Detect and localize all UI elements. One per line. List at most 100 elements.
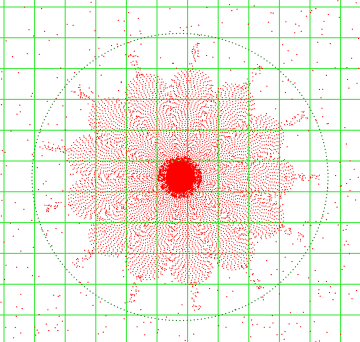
cloud-point xyxy=(239,140,241,142)
cloud-point xyxy=(129,118,131,120)
cloud-point xyxy=(141,207,143,209)
cloud-point xyxy=(125,118,127,120)
cloud-point xyxy=(146,158,149,160)
boundary-dot xyxy=(42,122,44,124)
cloud-point xyxy=(167,199,169,201)
cloud-point xyxy=(179,220,181,222)
cloud-point xyxy=(167,107,169,109)
cloud-point xyxy=(173,210,175,212)
cloud-point xyxy=(118,179,120,181)
cloud-point xyxy=(244,205,246,207)
cloud-point xyxy=(149,232,151,234)
cloud-point xyxy=(209,121,211,123)
cloud-point xyxy=(94,182,97,184)
cloud-point xyxy=(204,240,206,242)
cloud-point xyxy=(230,235,232,237)
cloud-point xyxy=(156,122,158,124)
cloud-point xyxy=(218,188,220,190)
cloud-point xyxy=(119,167,122,169)
cloud-point xyxy=(160,132,162,134)
cloud-point xyxy=(227,108,229,110)
cloud-point xyxy=(200,210,202,212)
cloud-point xyxy=(206,148,208,150)
boundary-dot xyxy=(130,311,132,313)
cloud-point xyxy=(198,251,200,253)
cloud-point xyxy=(114,137,116,139)
boundary-dot xyxy=(294,266,296,268)
cloud-point xyxy=(132,212,134,215)
cloud-point xyxy=(186,139,188,141)
cloud-point xyxy=(142,170,144,172)
cloud-point xyxy=(142,184,144,186)
cloud-point xyxy=(118,114,120,116)
cloud-point xyxy=(209,211,211,213)
cloud-point xyxy=(117,221,119,224)
cloud-point xyxy=(221,203,223,205)
cloud-point xyxy=(134,151,136,153)
cloud-point xyxy=(199,107,201,110)
cloud-point xyxy=(165,238,167,240)
cloud-point xyxy=(103,200,105,202)
cloud-point xyxy=(104,174,106,176)
cloud-point xyxy=(176,243,178,245)
cloud-point xyxy=(251,140,253,142)
cloud-point xyxy=(241,191,244,193)
cloud-point xyxy=(94,146,96,148)
cloud-point xyxy=(240,151,243,153)
cloud-point xyxy=(112,234,114,236)
cloud-point xyxy=(242,154,244,156)
cloud-point xyxy=(218,126,220,128)
cloud-point xyxy=(236,160,238,162)
cloud-point xyxy=(272,178,274,180)
cloud-point xyxy=(123,126,125,128)
cloud-point xyxy=(105,202,107,205)
cloud-point xyxy=(164,229,166,231)
cloud-point xyxy=(229,104,231,107)
cloud-point xyxy=(197,190,200,192)
cloud-point xyxy=(189,209,191,211)
cloud-point xyxy=(154,206,156,208)
cloud-point xyxy=(128,155,130,157)
cloud-point xyxy=(221,151,223,153)
cloud-point xyxy=(218,165,220,167)
cloud-point xyxy=(138,103,140,105)
cloud-point xyxy=(234,166,236,168)
boundary-dot xyxy=(241,46,243,48)
cloud-point xyxy=(209,231,211,233)
cloud-point xyxy=(201,239,203,241)
cloud-point xyxy=(115,189,117,191)
cloud-point xyxy=(252,169,254,171)
cloud-point xyxy=(187,225,189,227)
cloud-point xyxy=(165,140,168,143)
cloud-point xyxy=(215,170,217,172)
cloud-point xyxy=(225,118,227,120)
cloud-point xyxy=(121,115,123,117)
cloud-point xyxy=(173,199,175,201)
cloud-point xyxy=(203,125,205,127)
cloud-point xyxy=(232,112,234,114)
cloud-point xyxy=(165,184,167,186)
cloud-point xyxy=(230,244,232,246)
cloud-point xyxy=(211,235,213,237)
cloud-point xyxy=(226,136,228,138)
cloud-point xyxy=(257,171,259,173)
cloud-point xyxy=(157,225,159,228)
cloud-point xyxy=(204,213,206,215)
cloud-point xyxy=(224,201,226,204)
cloud-point xyxy=(107,182,109,184)
cloud-point xyxy=(164,127,166,129)
cloud-point xyxy=(171,135,174,137)
cloud-point xyxy=(230,158,232,161)
cloud-point xyxy=(141,122,143,124)
cloud-point xyxy=(158,128,160,130)
cloud-point xyxy=(214,102,216,104)
cloud-point xyxy=(169,139,171,141)
cloud-point xyxy=(157,131,159,133)
cloud-point xyxy=(175,206,177,208)
boundary-dot xyxy=(327,176,329,178)
cloud-point xyxy=(238,118,240,120)
cloud-point xyxy=(162,223,164,225)
cloud-point xyxy=(205,197,207,199)
cloud-point xyxy=(170,206,173,208)
cloud-point xyxy=(213,163,215,165)
